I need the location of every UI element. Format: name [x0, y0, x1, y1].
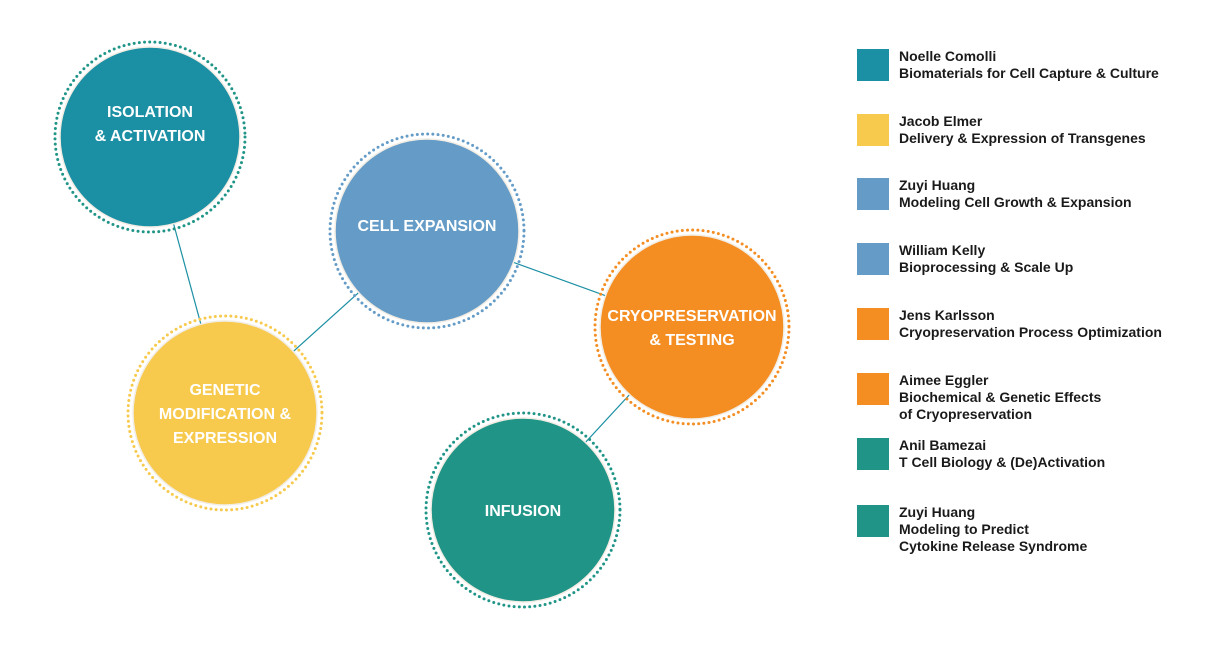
- legend-swatch: [857, 308, 889, 340]
- legend-item: Aimee Eggler Biochemical & Genetic Effect…: [857, 372, 1101, 423]
- legend-person: Jacob Elmer: [899, 113, 983, 129]
- legend-swatch: [857, 243, 889, 275]
- legend-text: Zuyi Huang Modeling Cell Growth & Expansi…: [899, 177, 1132, 211]
- circle-label: ISOLATION: [107, 104, 193, 121]
- circle-label: CRYOPRESERVATION: [607, 308, 776, 325]
- legend-item: Anil Bamezai T Cell Biology & (De)Activat…: [857, 437, 1105, 471]
- circle-genetic: GENETIC MODIFICATION & EXPRESSION: [126, 314, 324, 512]
- legend-text: William Kelly Bioprocessing & Scale Up: [899, 242, 1073, 276]
- legend-swatch: [857, 505, 889, 537]
- legend-item: Jens Karlsson Cryopreservation Process Op…: [857, 307, 1162, 341]
- legend-person: Jens Karlsson: [899, 307, 995, 323]
- legend-topic: of Cryopreservation: [899, 406, 1033, 422]
- legend-text: Noelle Comolli Biomaterials for Cell Capt…: [899, 48, 1159, 82]
- legend-text: Zuyi Huang Modeling to Predict Cytokine Re…: [899, 504, 1087, 555]
- circle-label: & ACTIVATION: [95, 128, 206, 145]
- dotted-ring: [593, 228, 791, 426]
- legend-text: Jens Karlsson Cryopreservation Process Op…: [899, 307, 1162, 341]
- legend-item: Zuyi Huang Modeling Cell Growth & Expansi…: [857, 177, 1132, 211]
- legend-topic: Biochemical & Genetic Effects: [899, 389, 1102, 405]
- legend-topic: Delivery & Expression of Transgenes: [899, 130, 1146, 146]
- circle-infusion: INFUSION: [424, 411, 622, 609]
- legend-person: Zuyi Huang: [899, 177, 976, 193]
- legend-topic: T Cell Biology & (De)Activation: [899, 454, 1106, 470]
- legend-topic: Bioprocessing & Scale Up: [899, 259, 1074, 275]
- circle-label: INFUSION: [485, 503, 561, 520]
- legend-person: Zuyi Huang: [899, 504, 976, 520]
- legend-person: William Kelly: [899, 242, 986, 258]
- legend-text: Jacob Elmer Delivery & Expression of Tran…: [899, 113, 1146, 147]
- circle-label: EXPRESSION: [173, 430, 277, 447]
- circle-label: GENETIC: [189, 382, 261, 399]
- process-diagram: ISOLATION & ACTIVATION CELL EXPANSION GENET…: [53, 40, 791, 609]
- circle-cell-expansion: CELL EXPANSION: [328, 132, 526, 330]
- legend-topic: Cryopreservation Process Optimization: [899, 324, 1162, 340]
- circle-fill: [430, 417, 616, 603]
- legend-item: Zuyi Huang Modeling to Predict Cytokine Re…: [857, 504, 1087, 555]
- legend-swatch: [857, 49, 889, 81]
- legend-item: Noelle Comolli Biomaterials for Cell Capt…: [857, 48, 1159, 82]
- legend-topic: Modeling Cell Growth & Expansion: [899, 194, 1132, 210]
- legend-text: Aimee Eggler Biochemical & Genetic Effect…: [899, 372, 1101, 423]
- legend-person: Noelle Comolli: [899, 48, 997, 64]
- circle-fill: [132, 320, 318, 506]
- legend-swatch: [857, 373, 889, 405]
- circle-fill: [59, 46, 241, 228]
- legend-swatch: [857, 438, 889, 470]
- legend-text: Anil Bamezai T Cell Biology & (De)Activat…: [899, 437, 1105, 471]
- legend-swatch: [857, 114, 889, 146]
- circle-fill: [599, 234, 785, 420]
- legend-swatch: [857, 178, 889, 210]
- legend-topic: Modeling to Predict: [899, 521, 1029, 537]
- legend-topic: Cytokine Release Syndrome: [899, 538, 1088, 554]
- dotted-ring: [126, 314, 324, 512]
- circle-label: & TESTING: [649, 332, 734, 349]
- dotted-ring: [328, 132, 526, 330]
- circle-isolation: ISOLATION & ACTIVATION: [53, 40, 247, 234]
- circle-label: CELL EXPANSION: [358, 218, 497, 235]
- legend-item: Jacob Elmer Delivery & Expression of Tran…: [857, 113, 1146, 147]
- legend-person: Aimee Eggler: [899, 372, 989, 388]
- legend-person: Anil Bamezai: [899, 437, 987, 453]
- legend-topic: Biomaterials for Cell Capture & Culture: [899, 65, 1159, 81]
- legend-item: William Kelly Bioprocessing & Scale Up: [857, 242, 1073, 276]
- dotted-ring: [424, 411, 622, 609]
- circle-label: MODIFICATION &: [159, 406, 292, 423]
- circle-fill: [334, 138, 520, 324]
- circle-cryopreservation: CRYOPRESERVATION & TESTING: [593, 228, 791, 426]
- dotted-ring: [53, 40, 247, 234]
